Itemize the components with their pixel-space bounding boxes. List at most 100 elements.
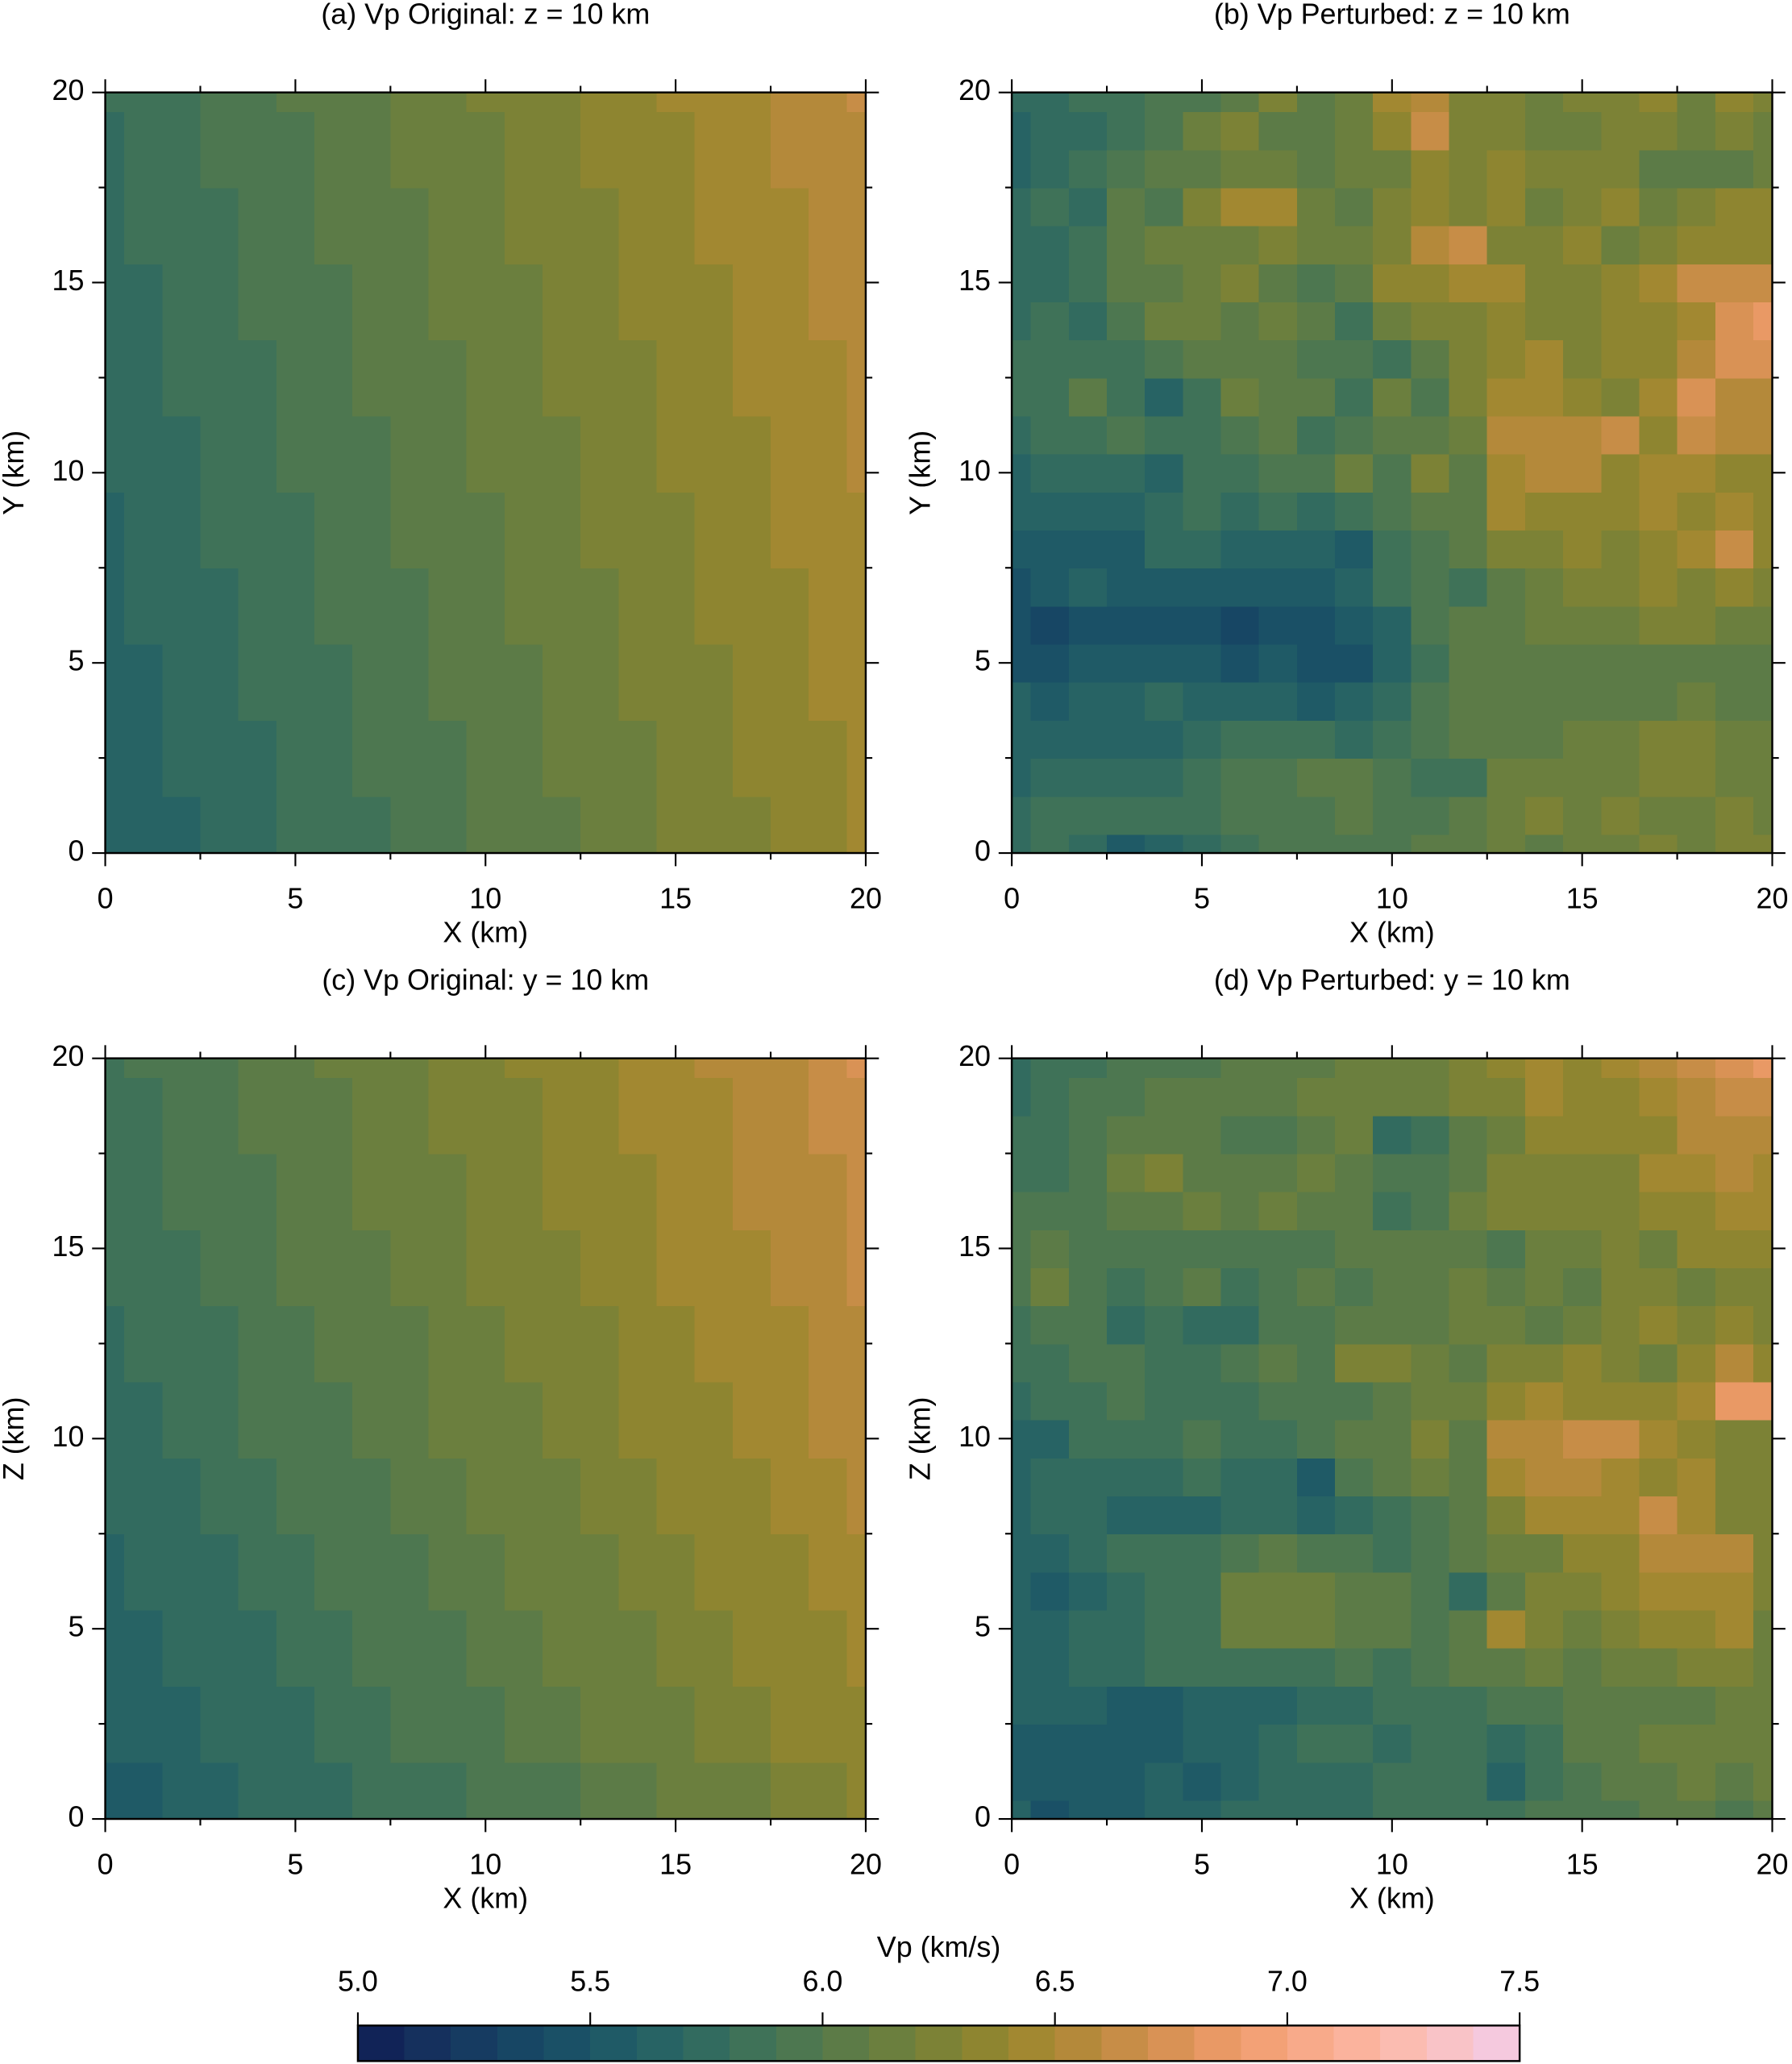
cell xyxy=(124,92,164,113)
cell xyxy=(238,1496,277,1535)
cell xyxy=(1486,758,1526,797)
cell xyxy=(504,719,543,759)
cell xyxy=(1107,605,1146,645)
cell xyxy=(732,415,772,455)
cell xyxy=(1220,1724,1260,1763)
cell xyxy=(1411,1571,1450,1611)
y-tick-label: 5 xyxy=(975,645,991,677)
cell xyxy=(771,149,810,189)
cell xyxy=(1012,149,1032,189)
cell xyxy=(809,1496,848,1535)
cell xyxy=(162,302,202,341)
cell xyxy=(1183,1533,1222,1573)
cell xyxy=(504,568,543,607)
cell xyxy=(1183,1496,1222,1535)
cell xyxy=(1296,1305,1337,1345)
cell xyxy=(1524,263,1565,303)
cell xyxy=(504,263,543,303)
cell xyxy=(1296,1762,1337,1801)
cell xyxy=(1220,681,1260,721)
cell xyxy=(1220,834,1260,854)
cell xyxy=(694,719,734,759)
cell xyxy=(124,1496,164,1535)
cell xyxy=(1258,377,1298,417)
cell xyxy=(809,339,848,379)
cell xyxy=(618,1191,658,1230)
cell xyxy=(1486,1724,1526,1763)
cell xyxy=(1753,1419,1773,1459)
cell xyxy=(543,719,582,759)
cell xyxy=(238,1077,277,1117)
cell xyxy=(1030,453,1070,493)
cell xyxy=(105,796,126,835)
cell xyxy=(314,1647,354,1687)
x-tick-label: 5 xyxy=(287,1848,303,1880)
cell xyxy=(1601,1115,1640,1155)
cell xyxy=(1601,1153,1640,1192)
cell xyxy=(846,605,866,645)
cell xyxy=(771,377,810,417)
cell xyxy=(428,1305,468,1345)
cell xyxy=(1220,1077,1260,1117)
cell xyxy=(200,1343,239,1383)
cell xyxy=(618,302,658,341)
cell xyxy=(390,1115,430,1155)
cell xyxy=(1639,1381,1678,1421)
cell xyxy=(1335,491,1374,531)
cell xyxy=(504,339,543,379)
cell xyxy=(200,1496,239,1535)
x-tick-label: 0 xyxy=(98,1848,114,1880)
cell xyxy=(580,263,620,303)
cell xyxy=(1068,681,1108,721)
cell xyxy=(1030,339,1070,379)
cell xyxy=(1258,1305,1298,1345)
cell xyxy=(466,1609,505,1649)
cell xyxy=(846,1305,866,1345)
cell xyxy=(809,719,848,759)
cell xyxy=(352,1762,392,1801)
cell xyxy=(846,1153,866,1192)
cell xyxy=(1524,1457,1565,1497)
cell xyxy=(809,1267,848,1307)
cell xyxy=(618,415,658,455)
cell xyxy=(771,1343,810,1383)
colorbar-tick-label: 6.0 xyxy=(802,1966,842,1998)
cell xyxy=(352,225,392,264)
cell xyxy=(1335,453,1374,493)
cell xyxy=(428,92,468,113)
cell xyxy=(276,377,315,417)
cell xyxy=(1411,187,1450,227)
cell xyxy=(504,1457,543,1497)
cell xyxy=(732,225,772,264)
cell xyxy=(162,530,202,569)
cell xyxy=(1258,1457,1298,1497)
cell xyxy=(694,1609,734,1649)
cell xyxy=(1107,1419,1146,1459)
cell xyxy=(1030,377,1070,417)
cell xyxy=(694,339,734,379)
cell xyxy=(694,1343,734,1383)
cell xyxy=(1335,719,1374,759)
cell xyxy=(1486,1153,1526,1192)
cell xyxy=(1335,681,1374,721)
cell xyxy=(1183,1343,1222,1383)
cell xyxy=(124,758,164,797)
cell xyxy=(1753,1533,1773,1573)
cell xyxy=(1486,1457,1526,1497)
colorbar-swatch xyxy=(451,2025,498,2062)
cell xyxy=(1486,1571,1526,1611)
cell xyxy=(105,149,126,189)
cell xyxy=(618,1609,658,1649)
cell xyxy=(124,377,164,417)
cell xyxy=(1030,1381,1070,1421)
cell xyxy=(276,225,315,264)
cell xyxy=(466,1077,505,1117)
cell xyxy=(124,568,164,607)
cell xyxy=(1449,1267,1488,1307)
cell xyxy=(1183,1381,1222,1421)
cell xyxy=(1296,1533,1337,1573)
cell xyxy=(276,1229,315,1269)
cell xyxy=(771,1647,810,1687)
cell xyxy=(656,1191,696,1230)
cell xyxy=(1639,149,1678,189)
